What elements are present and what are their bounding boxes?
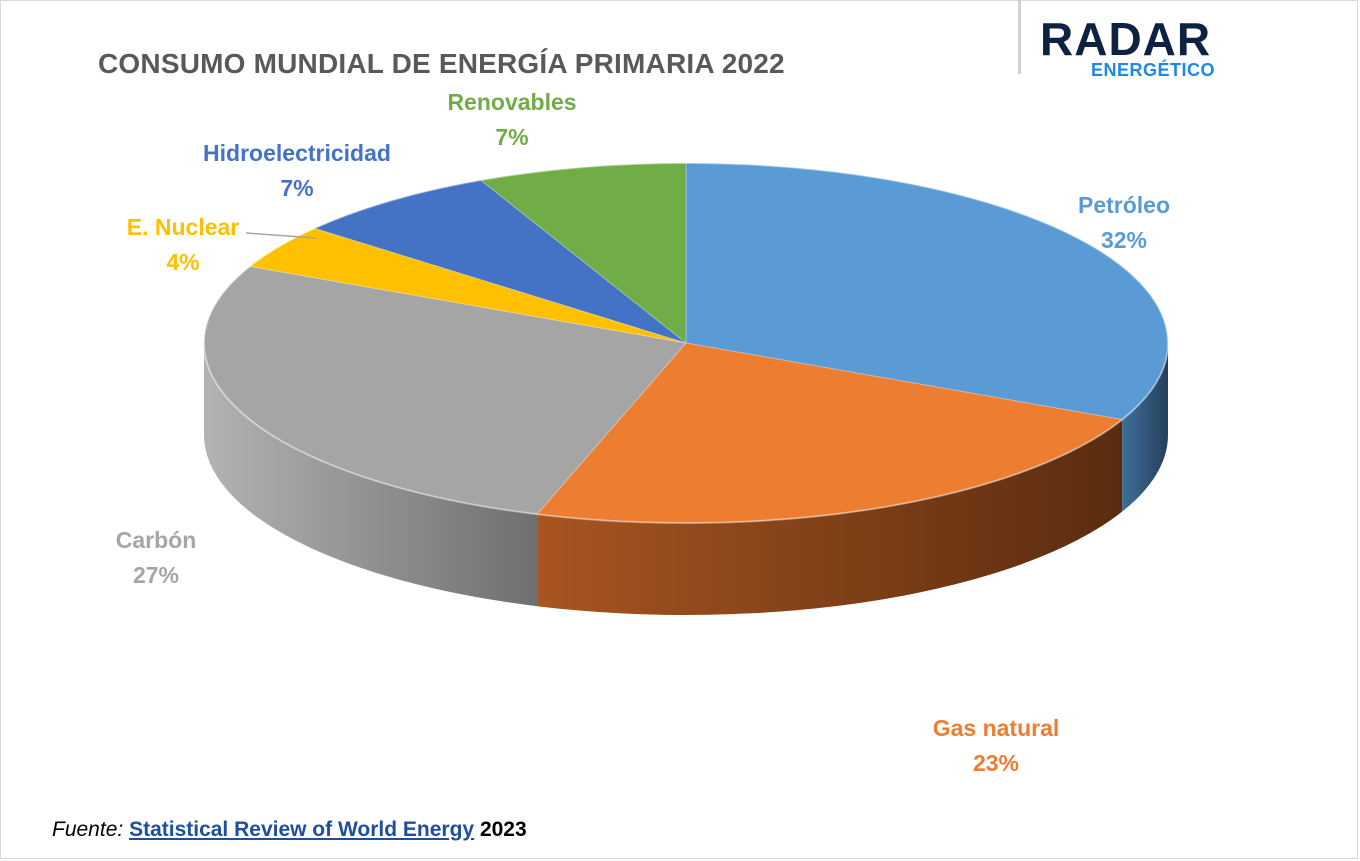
source-note: Fuente: Statistical Review of World Ener… [52,818,527,842]
pie-sides [204,343,1168,615]
pie-labels: Petróleo 32% Gas natural 23% Carbón 27% E. Nuc… [116,89,1170,776]
logo-subtitle: ENERGÉTICO [1091,60,1216,80]
slice-value-5: 7% [495,124,528,150]
logo-wordmark: RADAR [1040,13,1212,65]
pie-side-0 [1122,343,1168,512]
slice-value-1: 23% [973,750,1019,776]
pie-rim [203,162,1169,524]
pie-slice-4 [313,179,687,344]
slice-label-1: Gas natural [933,715,1060,741]
slice-label-2: Carbón [116,527,197,553]
slice-value-3: 4% [166,249,199,275]
slice-value-4: 7% [280,175,313,201]
pie-side-1 [537,419,1123,615]
pie-side-2 [204,343,538,607]
chart-title: CONSUMO MUNDIAL DE ENERGÍA PRIMARIA 2022 [98,48,785,79]
pie-slice-5 [479,162,687,345]
pie-slice-2 [203,265,687,515]
slice-label-3: E. Nuclear [127,214,240,240]
pie-leaders [245,232,317,239]
slice-label-4: Hidroelectricidad [203,140,391,166]
source-label: Fuente: [52,818,124,841]
slice-value-2: 27% [133,562,179,588]
slice-label-5: Renovables [447,89,576,115]
pie-slice-3 [248,227,687,344]
slice-label-0: Petróleo [1078,192,1170,218]
source-year: 2023 [479,818,527,841]
leader-line-nuclear [245,232,317,239]
pie-slice-1 [536,342,1124,524]
pie-slice-0 [685,162,1169,421]
pie-tops [203,162,1169,524]
logo-divider [1018,0,1021,74]
source-link[interactable]: Statistical Review of World Energy [129,818,475,841]
slice-value-0: 32% [1101,227,1147,253]
